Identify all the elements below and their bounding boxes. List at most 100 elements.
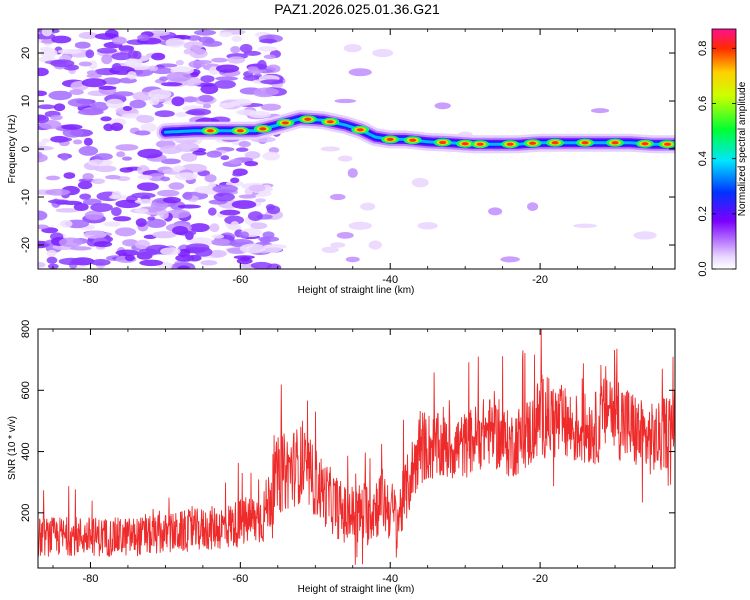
noise-blob bbox=[231, 172, 244, 177]
spectrogram-y-tick-label: -10 bbox=[20, 189, 32, 205]
colorbar-title: Normalized spectral amplitude bbox=[737, 81, 748, 216]
noise-blob bbox=[417, 222, 438, 230]
noise-blob bbox=[259, 237, 271, 244]
noise-blob bbox=[110, 122, 124, 132]
noise-blob bbox=[259, 38, 277, 44]
noise-blob bbox=[100, 116, 112, 122]
noise-blob bbox=[214, 79, 236, 89]
noise-blob bbox=[248, 68, 263, 75]
noise-blob bbox=[174, 172, 198, 181]
noise-blob bbox=[51, 35, 72, 44]
snr-y-tick-label: 800 bbox=[20, 320, 32, 338]
snr-frame bbox=[37, 328, 676, 569]
noise-blob bbox=[348, 68, 372, 77]
noise-blob bbox=[105, 98, 124, 109]
noise-blob bbox=[134, 198, 157, 205]
snr-x-tick-label: -20 bbox=[532, 573, 548, 585]
noise-blob bbox=[152, 231, 177, 239]
noise-blob bbox=[230, 221, 240, 230]
noise-blob bbox=[193, 29, 217, 36]
noise-blob bbox=[122, 156, 133, 161]
noise-blob bbox=[50, 114, 63, 121]
noise-blob bbox=[38, 146, 54, 151]
noise-blob bbox=[262, 231, 275, 239]
snr-panel: -80 -60 -40 -20 200 400 600 800 Height of strai… bbox=[7, 320, 676, 595]
noise-blob bbox=[271, 83, 283, 89]
noise-blob bbox=[140, 123, 157, 133]
noise-blob bbox=[58, 257, 84, 266]
noise-blob bbox=[58, 237, 83, 248]
noise-blob bbox=[61, 124, 83, 130]
ridge-hotspot-peak bbox=[304, 117, 312, 121]
colorbar-tick-label: 0.0 bbox=[697, 261, 709, 276]
noise-blob bbox=[62, 127, 84, 138]
ridge-hotspot-peak bbox=[611, 141, 619, 145]
noise-blob bbox=[91, 178, 106, 185]
noise-blob bbox=[188, 60, 206, 69]
noise-blob bbox=[219, 209, 241, 216]
noise-blob bbox=[330, 242, 346, 248]
noise-blob bbox=[88, 60, 98, 70]
noise-blob bbox=[348, 221, 372, 230]
noise-blob bbox=[347, 168, 358, 178]
noise-blob bbox=[488, 207, 503, 216]
noise-blob bbox=[160, 176, 171, 182]
noise-blob bbox=[171, 225, 189, 235]
noise-blob bbox=[45, 175, 61, 181]
noise-blob bbox=[257, 46, 278, 52]
noise-blob bbox=[231, 200, 257, 209]
noise-blob bbox=[255, 198, 267, 203]
ridge-hotspot-peak bbox=[409, 138, 417, 142]
noise-blob bbox=[119, 167, 134, 173]
noise-blob bbox=[122, 105, 133, 112]
spectrogram-heatmap bbox=[38, 29, 675, 269]
noise-blob bbox=[115, 249, 140, 257]
noise-blob bbox=[63, 172, 76, 179]
noise-blob bbox=[146, 218, 167, 228]
noise-blob bbox=[47, 199, 70, 204]
ridge-hotspot-peak bbox=[506, 142, 514, 146]
noise-blob bbox=[50, 59, 75, 68]
noise-blob bbox=[248, 111, 272, 118]
noise-blob bbox=[247, 211, 263, 221]
noise-blob bbox=[70, 246, 92, 251]
noise-blob bbox=[257, 59, 267, 70]
noise-blob bbox=[345, 256, 360, 263]
noise-blob bbox=[78, 61, 92, 67]
snr-y-tick-label: 600 bbox=[20, 381, 32, 399]
snr-x-axis-title: Height of straight line (km) bbox=[298, 584, 415, 595]
noise-blob bbox=[180, 152, 198, 162]
noise-blob bbox=[183, 41, 204, 50]
noise-blob bbox=[46, 249, 57, 257]
noise-blob bbox=[372, 48, 394, 58]
noise-blob bbox=[112, 63, 122, 71]
noise-blob bbox=[166, 71, 192, 82]
noise-blob bbox=[239, 43, 253, 53]
noise-blob bbox=[38, 104, 56, 110]
noise-blob bbox=[186, 243, 210, 252]
noise-blob bbox=[136, 115, 155, 124]
noise-blob bbox=[160, 247, 181, 256]
snr-x-tick-label: -40 bbox=[382, 573, 398, 585]
noise-blob bbox=[115, 199, 141, 209]
noise-blob bbox=[48, 90, 72, 101]
noise-blob bbox=[209, 223, 220, 233]
noise-blob bbox=[39, 46, 53, 52]
noise-blob bbox=[162, 196, 181, 204]
noise-blob bbox=[253, 87, 280, 96]
noise-blob bbox=[83, 137, 93, 146]
noise-blob bbox=[263, 244, 283, 253]
noise-blob bbox=[98, 85, 117, 90]
ridge-hotspot-peak bbox=[641, 142, 649, 146]
noise-blob bbox=[90, 259, 111, 266]
noise-blob bbox=[219, 31, 233, 38]
noise-blob bbox=[122, 239, 139, 247]
noise-blob bbox=[137, 174, 153, 180]
noise-blob bbox=[200, 260, 218, 266]
colorbar-tick-label: 0.6 bbox=[697, 96, 709, 111]
colorbar: 0.0 0.2 0.4 0.6 0.8 Normalized spectral ampl… bbox=[697, 28, 748, 277]
noise-blob bbox=[260, 79, 284, 85]
noise-blob bbox=[211, 238, 231, 246]
ridge-hotspot-peak bbox=[206, 129, 214, 133]
